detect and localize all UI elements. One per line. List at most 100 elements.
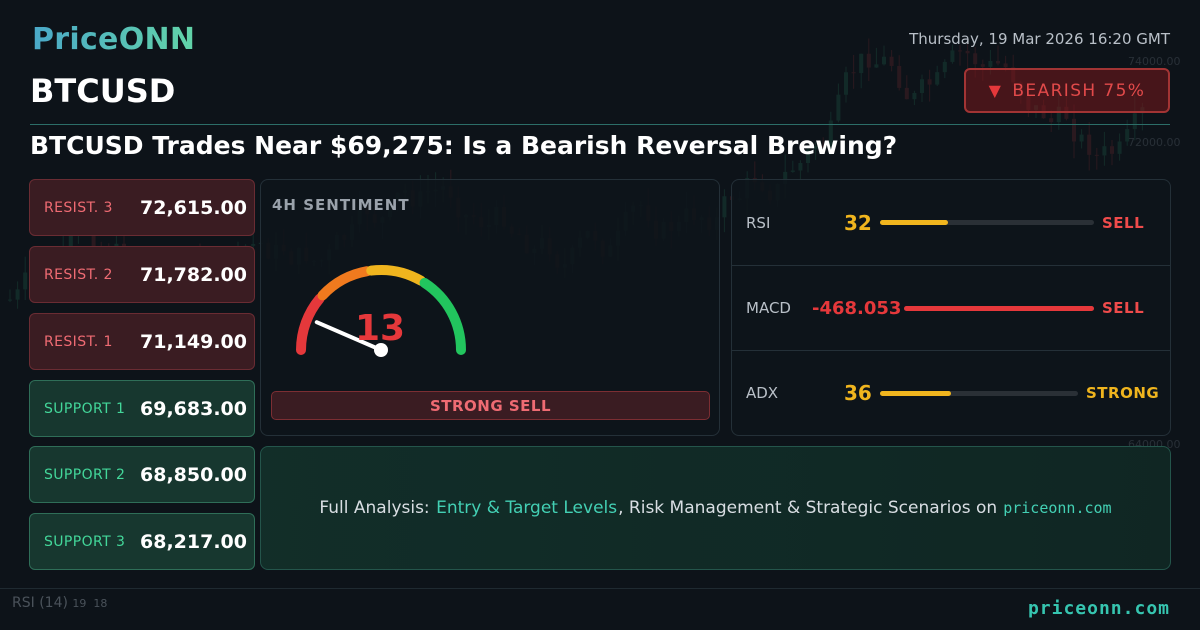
header-divider (30, 124, 1170, 125)
indicator-row-macd: MACD -468.053 SELL (732, 265, 1171, 350)
bg-price-tick: 72000.00 (1128, 136, 1181, 149)
bg-candle-body (1117, 141, 1122, 154)
bg-candle-body (927, 79, 932, 85)
resistance-3-box: RESIST. 3 72,615.00 (29, 179, 255, 236)
bg-candle-body (1049, 118, 1054, 123)
indicator-row-rsi: RSI 32 SELL (732, 180, 1171, 265)
indicator-bar (880, 220, 1094, 225)
sentiment-score: 13 (355, 308, 406, 349)
bearish-badge: ▼ BEARISH 75% (964, 68, 1170, 113)
resistance-1-box: RESIST. 1 71,149.00 (29, 313, 255, 370)
indicator-name: RSI (746, 213, 771, 232)
gauge-segment (317, 266, 373, 301)
triangle-down-icon: ▼ (988, 81, 1003, 100)
indicator-row-adx: ADX 36 STRONG (732, 350, 1171, 435)
cta-highlight-link[interactable]: Entry & Target Levels (436, 498, 618, 518)
bg-price-tick: 74000.00 (1128, 55, 1181, 68)
bg-candle-body (965, 50, 970, 54)
indicator-signal: STRONG (1086, 384, 1160, 402)
level-label: SUPPORT 1 (44, 400, 126, 417)
bg-candle-body (866, 53, 871, 68)
level-label: SUPPORT 2 (44, 466, 126, 483)
bg-candle-body (1087, 134, 1092, 155)
support-3-box: SUPPORT 3 68,217.00 (29, 513, 255, 570)
level-label: SUPPORT 3 (44, 533, 126, 550)
timestamp: Thursday, 19 Mar 2026 16:20 GMT (909, 30, 1170, 48)
bg-candle-body (920, 79, 924, 93)
bg-candle-body (251, 244, 256, 246)
bg-candle-body (1102, 146, 1107, 156)
indicator-value: 32 (844, 210, 872, 235)
bg-candle-body (935, 72, 940, 85)
level-value: 68,850.00 (140, 463, 247, 486)
bg-candle-body (904, 87, 909, 100)
bg-candle-body (980, 64, 985, 67)
bg-candle-body (844, 72, 848, 95)
bg-rsi-values: 19 18 (72, 597, 108, 610)
symbol-title: BTCUSD (30, 72, 176, 110)
support-1-box: SUPPORT 1 69,683.00 (29, 380, 255, 437)
indicator-value: -468.053 (812, 297, 902, 319)
bg-candle-body (798, 162, 803, 171)
cta-middle: , Risk Management & Strategic Scenarios … (618, 498, 998, 518)
bg-candle-body (806, 149, 810, 163)
bg-candle-body (1094, 154, 1099, 156)
bg-candle-body (973, 53, 978, 65)
sentiment-title: 4H SENTIMENT (272, 196, 410, 214)
bg-candle-body (91, 228, 96, 248)
bg-candle-body (790, 170, 795, 172)
bg-candle-body (958, 50, 962, 52)
indicator-name: MACD (746, 299, 791, 317)
bg-candle-body (828, 120, 833, 147)
bg-rsi-name: RSI (12, 595, 35, 611)
support-2-box: SUPPORT 2 68,850.00 (29, 446, 255, 503)
footer-divider (0, 588, 1200, 589)
bg-candle-body (882, 56, 886, 65)
bg-candle-body (851, 72, 856, 74)
bg-candle-body (1079, 134, 1084, 142)
sentiment-gauge (296, 265, 466, 357)
sentiment-label: STRONG SELL (271, 391, 710, 420)
bg-candle-body (813, 146, 818, 150)
cta-site-link[interactable]: priceonn.com (1003, 499, 1112, 517)
badge-text: BEARISH 75% (1012, 80, 1146, 101)
bg-candle-body (1056, 106, 1061, 123)
cta-prefix: Full Analysis: (319, 498, 436, 518)
bg-candle-body (1072, 118, 1076, 142)
bg-candle-body (8, 299, 12, 301)
bg-candle-body (889, 56, 894, 66)
level-value: 71,782.00 (140, 263, 247, 286)
bg-candle-body (1125, 129, 1130, 142)
level-label: RESIST. 3 (44, 199, 113, 216)
gauge-segment (419, 277, 466, 355)
bg-rsi-label: RSI (14) 19 18 (12, 595, 107, 611)
level-value: 69,683.00 (140, 397, 247, 420)
bg-candle-body (874, 64, 879, 68)
indicator-bar-fill (880, 220, 949, 225)
bg-candle-body (1132, 113, 1137, 130)
bg-candle-body (912, 92, 917, 100)
gauge-segment (296, 293, 325, 355)
sentiment-panel: 4H SENTIMENT 13 STRONG SELL (260, 179, 720, 436)
indicators-panel: RSI 32 SELL MACD -468.053 SELL ADX 36 ST… (731, 179, 1171, 436)
indicator-name: ADX (746, 384, 779, 402)
bg-candle-body (821, 146, 826, 148)
indicator-bar (880, 390, 1078, 396)
level-label: RESIST. 1 (44, 333, 113, 350)
bg-candle-body (1003, 63, 1008, 68)
bg-candle-body (897, 65, 902, 88)
indicator-bar (904, 305, 1094, 311)
level-value: 71,149.00 (140, 330, 247, 353)
bg-candle-body (23, 272, 28, 290)
bg-candle-body (942, 61, 947, 73)
level-value: 68,217.00 (140, 530, 247, 553)
bg-candle-body (15, 289, 20, 300)
level-value: 72,615.00 (140, 196, 247, 219)
bg-candle-body (996, 61, 1000, 64)
gauge-needle (314, 320, 383, 352)
level-label: RESIST. 2 (44, 266, 113, 283)
gauge-segment (366, 265, 426, 286)
resistance-2-box: RESIST. 2 71,782.00 (29, 246, 255, 303)
footer-site-link[interactable]: priceonn.com (1027, 598, 1170, 619)
full-analysis-banner[interactable]: Full Analysis: Entry & Target Levels , R… (260, 446, 1171, 570)
